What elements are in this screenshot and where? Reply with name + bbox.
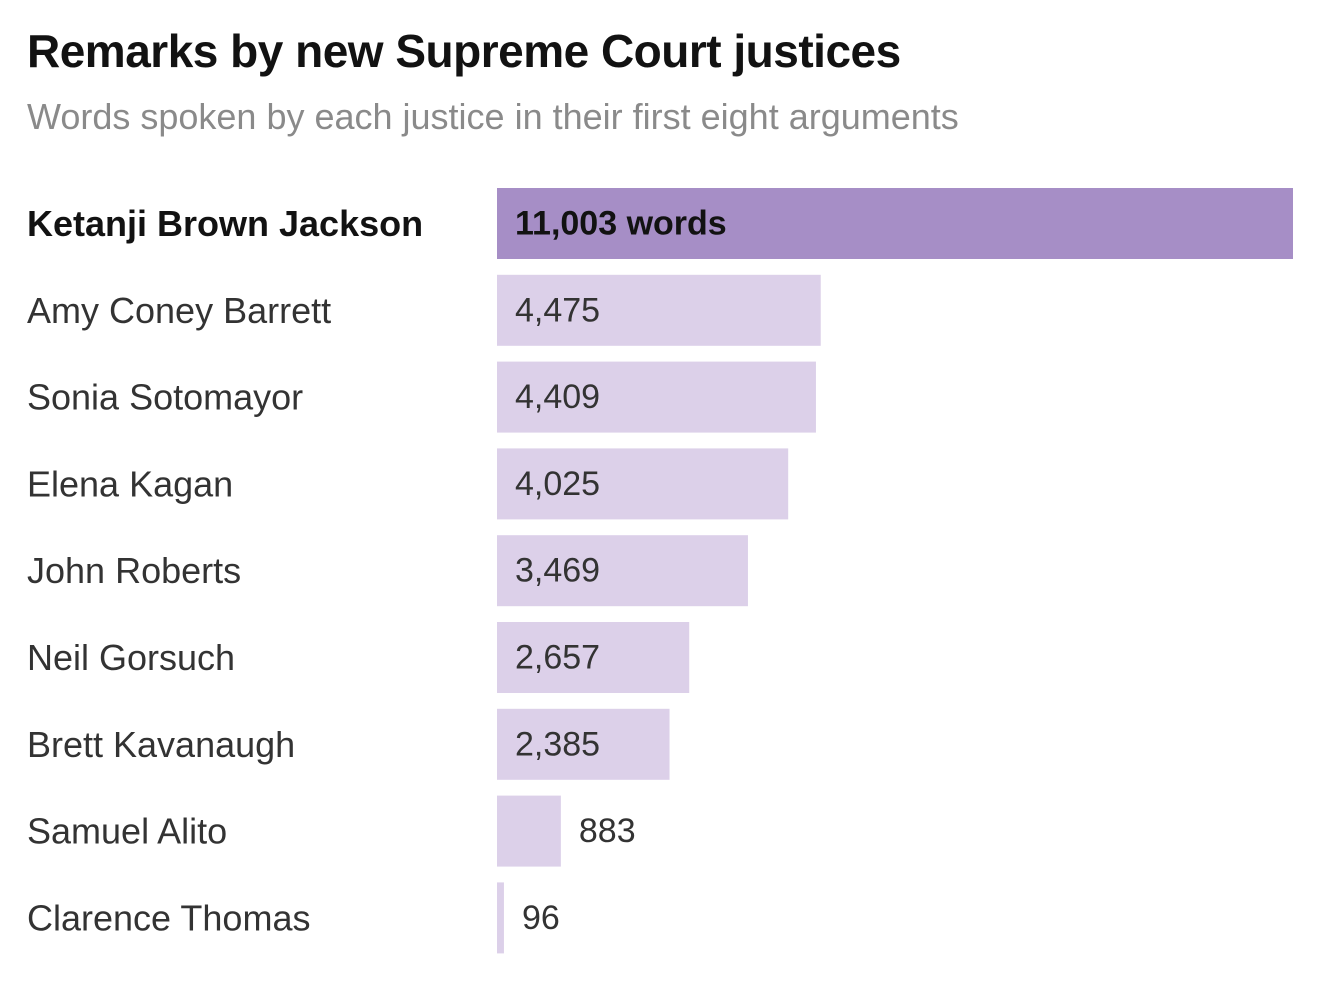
value-label: 2,657 bbox=[515, 639, 600, 677]
bar bbox=[497, 795, 561, 867]
chart-subtitle: Words spoken by each justice in their fi… bbox=[27, 96, 959, 137]
bar bbox=[497, 188, 1293, 259]
category-label: Elena Kagan bbox=[27, 463, 233, 504]
value-label: 4,025 bbox=[515, 465, 600, 503]
value-label: 3,469 bbox=[515, 552, 600, 590]
bar bbox=[497, 535, 748, 607]
category-label: John Roberts bbox=[27, 550, 241, 591]
bar bbox=[497, 448, 789, 520]
bar bbox=[497, 622, 690, 693]
bar bbox=[497, 274, 821, 346]
value-label: 2,385 bbox=[515, 725, 600, 763]
value-label: 4,475 bbox=[515, 291, 600, 329]
value-label: 4,409 bbox=[515, 378, 600, 416]
category-label: Neil Gorsuch bbox=[27, 637, 235, 678]
category-label: Sonia Sotomayor bbox=[27, 377, 303, 418]
bar bbox=[497, 361, 816, 433]
value-label: 11,003 words bbox=[515, 205, 727, 243]
chart-title: Remarks by new Supreme Court justices bbox=[27, 25, 901, 77]
category-label: Clarence Thomas bbox=[27, 897, 310, 938]
category-label: Brett Kavanaugh bbox=[27, 724, 295, 765]
value-label: 883 bbox=[579, 812, 636, 850]
bar bbox=[497, 882, 504, 954]
value-label: 96 bbox=[522, 899, 560, 937]
category-label: Amy Coney Barrett bbox=[27, 290, 331, 331]
category-label: Samuel Alito bbox=[27, 811, 227, 852]
bar bbox=[497, 708, 670, 780]
category-label: Ketanji Brown Jackson bbox=[27, 203, 423, 244]
